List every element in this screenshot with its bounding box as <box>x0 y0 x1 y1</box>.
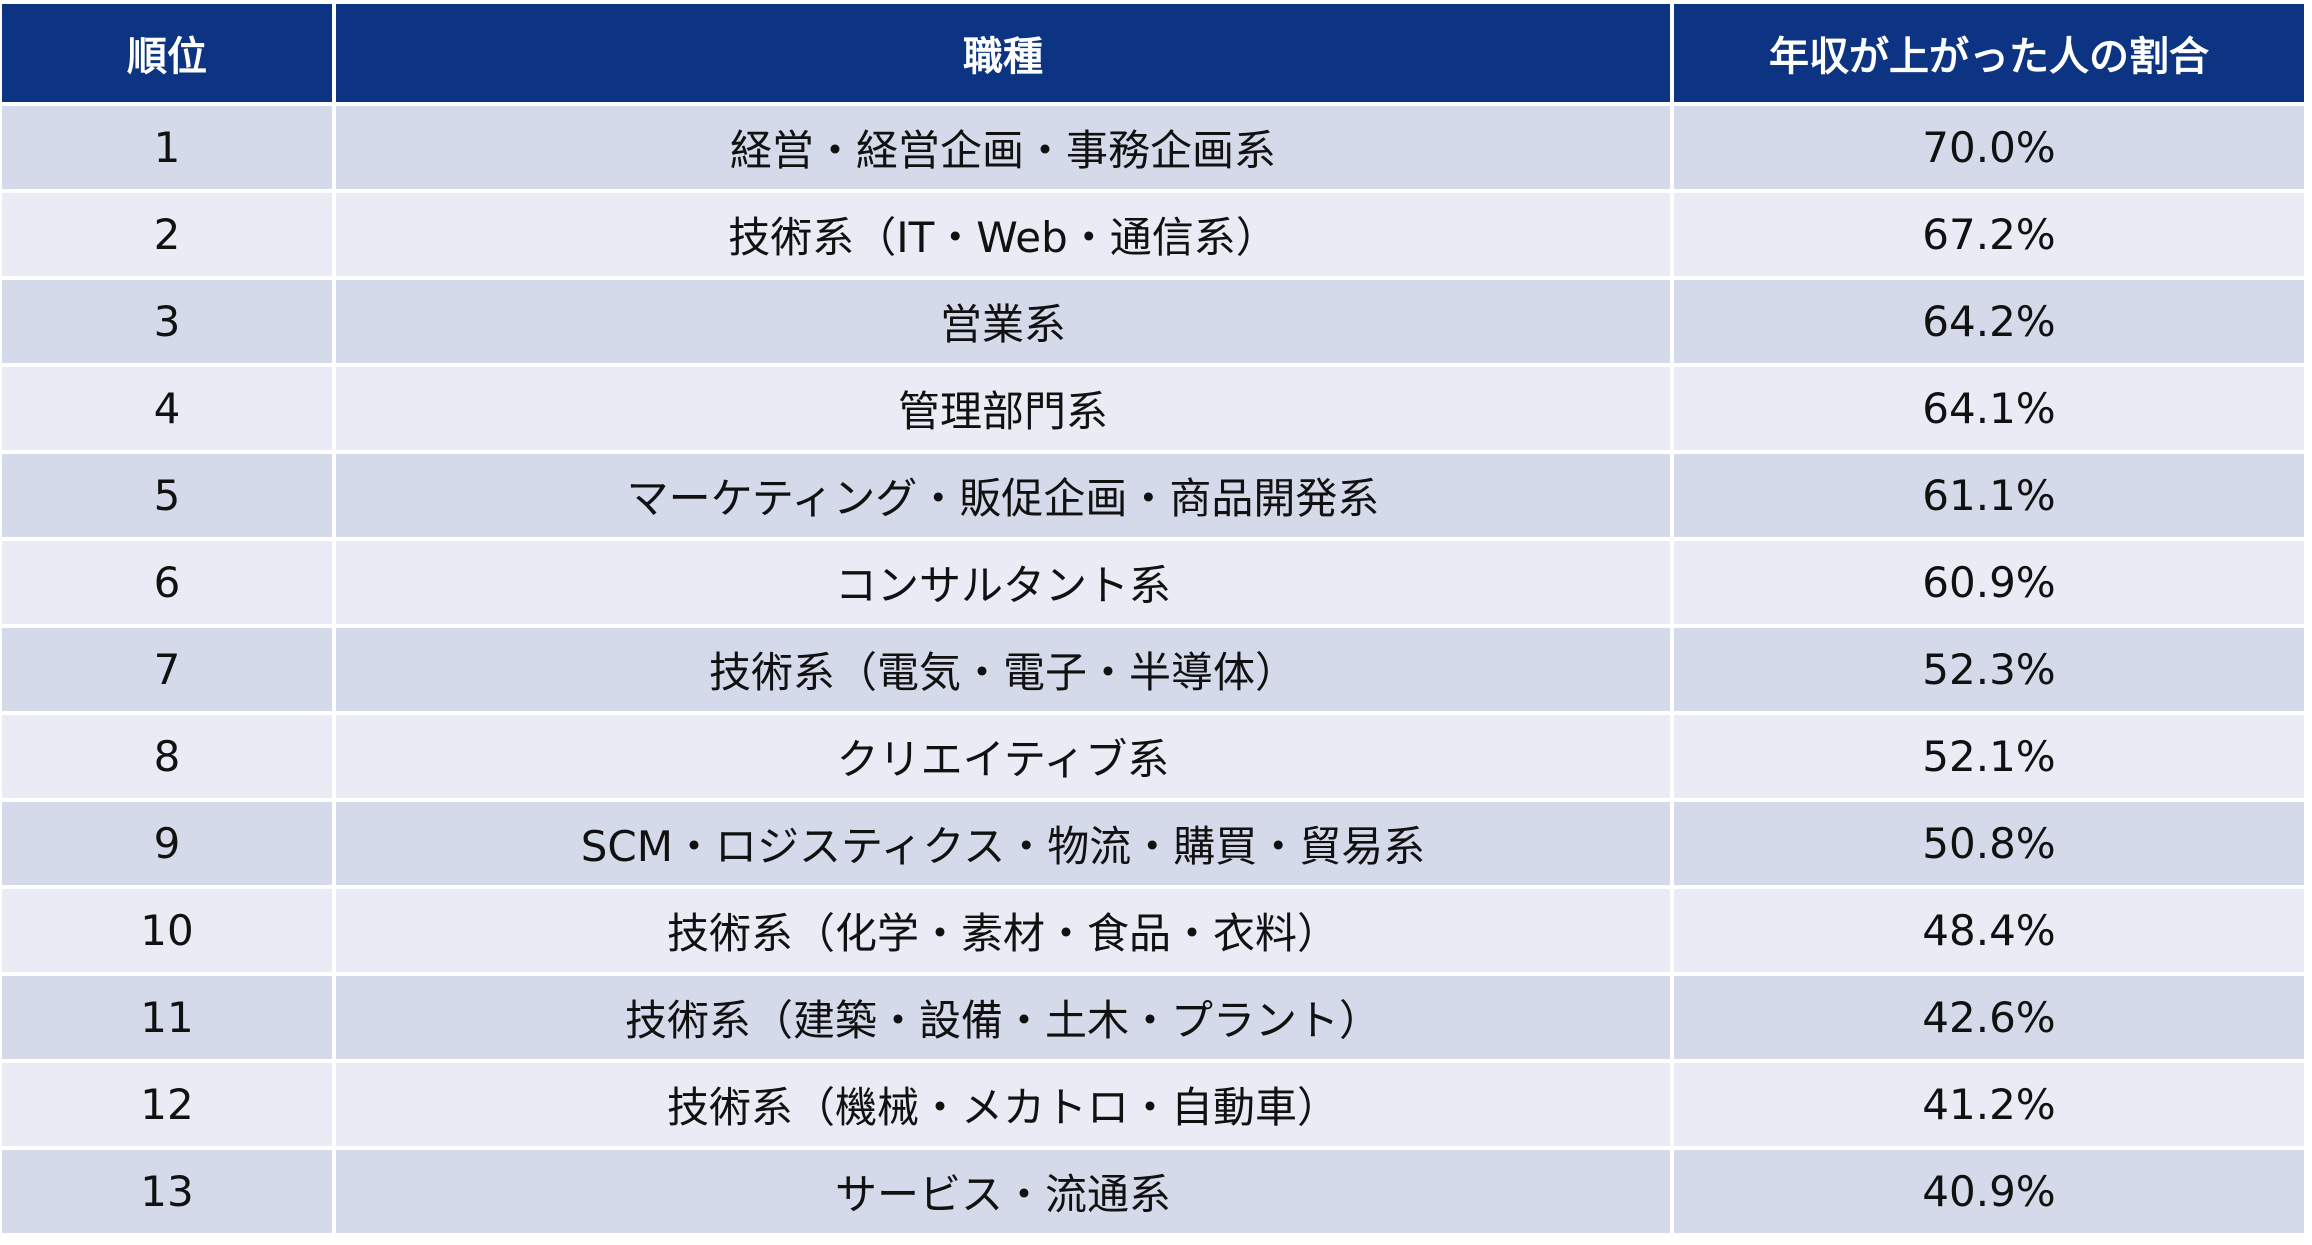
ratio-cell: 42.6% <box>1674 976 2304 1059</box>
header-row: 順位 職種 年収が上がった人の割合 <box>2 4 2304 102</box>
job-cell: 技術系（機械・メカトロ・自動車） <box>336 1063 1670 1146</box>
table-row: 6 コンサルタント系 60.9% <box>2 541 2304 624</box>
table-row: 13 サービス・流通系 40.9% <box>2 1150 2304 1233</box>
job-cell: 営業系 <box>336 280 1670 363</box>
table-row: 2 技術系（IT・Web・通信系） 67.2% <box>2 193 2304 276</box>
table-row: 9 SCM・ロジスティクス・物流・購買・貿易系 50.8% <box>2 802 2304 885</box>
rank-cell: 10 <box>2 889 332 972</box>
ratio-cell: 70.0% <box>1674 106 2304 189</box>
table-row: 10 技術系（化学・素材・食品・衣料） 48.4% <box>2 889 2304 972</box>
rank-cell: 12 <box>2 1063 332 1146</box>
job-cell: 技術系（建築・設備・土木・プラント） <box>336 976 1670 1059</box>
ratio-cell: 64.1% <box>1674 367 2304 450</box>
ratio-cell: 52.1% <box>1674 715 2304 798</box>
job-cell: 管理部門系 <box>336 367 1670 450</box>
job-cell: 技術系（電気・電子・半導体） <box>336 628 1670 711</box>
ratio-cell: 40.9% <box>1674 1150 2304 1233</box>
ratio-cell: 61.1% <box>1674 454 2304 537</box>
job-cell: コンサルタント系 <box>336 541 1670 624</box>
job-cell: 技術系（IT・Web・通信系） <box>336 193 1670 276</box>
ratio-cell: 60.9% <box>1674 541 2304 624</box>
rank-cell: 8 <box>2 715 332 798</box>
table-row: 3 営業系 64.2% <box>2 280 2304 363</box>
header-rank: 順位 <box>2 4 332 102</box>
ratio-cell: 50.8% <box>1674 802 2304 885</box>
ratio-cell: 48.4% <box>1674 889 2304 972</box>
job-cell: SCM・ロジスティクス・物流・購買・貿易系 <box>336 802 1670 885</box>
job-cell: 技術系（化学・素材・食品・衣料） <box>336 889 1670 972</box>
rank-cell: 2 <box>2 193 332 276</box>
header-job: 職種 <box>336 4 1670 102</box>
rank-cell: 7 <box>2 628 332 711</box>
rank-cell: 4 <box>2 367 332 450</box>
table-row: 4 管理部門系 64.1% <box>2 367 2304 450</box>
job-cell: クリエイティブ系 <box>336 715 1670 798</box>
table-row: 7 技術系（電気・電子・半導体） 52.3% <box>2 628 2304 711</box>
table-row: 12 技術系（機械・メカトロ・自動車） 41.2% <box>2 1063 2304 1146</box>
rank-cell: 3 <box>2 280 332 363</box>
rank-cell: 9 <box>2 802 332 885</box>
ratio-cell: 64.2% <box>1674 280 2304 363</box>
rank-cell: 1 <box>2 106 332 189</box>
rank-cell: 13 <box>2 1150 332 1233</box>
rank-cell: 5 <box>2 454 332 537</box>
table-row: 8 クリエイティブ系 52.1% <box>2 715 2304 798</box>
ratio-cell: 41.2% <box>1674 1063 2304 1146</box>
ratio-cell: 52.3% <box>1674 628 2304 711</box>
job-cell: サービス・流通系 <box>336 1150 1670 1233</box>
job-cell: 経営・経営企画・事務企画系 <box>336 106 1670 189</box>
table-row: 5 マーケティング・販促企画・商品開発系 61.1% <box>2 454 2304 537</box>
rank-cell: 6 <box>2 541 332 624</box>
rank-cell: 11 <box>2 976 332 1059</box>
job-cell: マーケティング・販促企画・商品開発系 <box>336 454 1670 537</box>
table-row: 1 経営・経営企画・事務企画系 70.0% <box>2 106 2304 189</box>
ratio-cell: 67.2% <box>1674 193 2304 276</box>
header-ratio: 年収が上がった人の割合 <box>1674 4 2304 102</box>
table-row: 11 技術系（建築・設備・土木・プラント） 42.6% <box>2 976 2304 1059</box>
